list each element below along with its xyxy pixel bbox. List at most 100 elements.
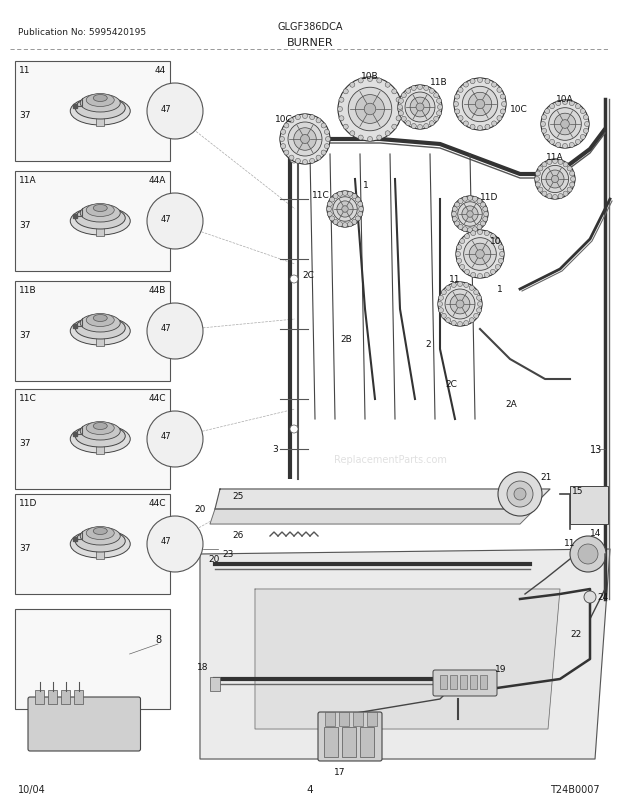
Ellipse shape (161, 110, 189, 124)
Circle shape (401, 117, 406, 122)
Circle shape (333, 197, 357, 222)
Text: 25: 25 (232, 492, 244, 501)
Ellipse shape (161, 345, 189, 354)
Circle shape (377, 136, 382, 141)
Text: 2A: 2A (505, 400, 516, 409)
Circle shape (575, 140, 580, 145)
Text: 17: 17 (334, 768, 346, 776)
Circle shape (392, 90, 397, 95)
Circle shape (562, 144, 567, 149)
Bar (96, 436, 104, 455)
Circle shape (350, 83, 355, 88)
Circle shape (458, 322, 463, 327)
Circle shape (485, 125, 490, 130)
Circle shape (484, 231, 489, 237)
Circle shape (347, 192, 352, 197)
Circle shape (458, 203, 482, 227)
Text: 19: 19 (495, 665, 507, 674)
Bar (450, 675, 457, 689)
Circle shape (477, 308, 482, 314)
Circle shape (502, 103, 507, 107)
Text: T24B0007: T24B0007 (551, 784, 600, 794)
Circle shape (324, 130, 329, 136)
Text: 4: 4 (307, 784, 313, 794)
Text: 11A: 11A (19, 176, 37, 184)
Circle shape (405, 122, 410, 127)
Circle shape (295, 115, 301, 120)
Circle shape (580, 109, 585, 115)
Circle shape (438, 282, 482, 326)
Ellipse shape (80, 314, 120, 333)
Circle shape (468, 93, 492, 116)
Circle shape (342, 206, 348, 213)
Circle shape (459, 265, 465, 270)
Circle shape (458, 225, 463, 230)
Circle shape (301, 136, 309, 144)
Circle shape (333, 221, 338, 225)
Ellipse shape (93, 205, 107, 213)
Text: 10A: 10A (556, 95, 574, 104)
Circle shape (563, 192, 568, 196)
Text: 8: 8 (156, 634, 162, 644)
Text: 44A: 44A (149, 176, 166, 184)
Text: 47: 47 (161, 214, 172, 223)
Circle shape (456, 231, 504, 278)
Text: 47: 47 (161, 432, 172, 441)
Ellipse shape (161, 330, 189, 343)
Text: 37: 37 (19, 221, 30, 230)
Bar (210, 677, 220, 691)
Circle shape (500, 95, 505, 100)
Circle shape (542, 115, 547, 120)
Circle shape (458, 200, 463, 205)
Ellipse shape (80, 205, 120, 223)
Circle shape (327, 192, 363, 228)
Circle shape (385, 132, 390, 136)
Ellipse shape (75, 208, 125, 229)
Circle shape (545, 109, 550, 115)
Circle shape (416, 104, 424, 111)
Bar (339, 712, 349, 726)
Circle shape (463, 122, 468, 127)
Text: 11A: 11A (546, 153, 564, 162)
FancyBboxPatch shape (433, 670, 497, 696)
Circle shape (463, 197, 467, 202)
Circle shape (147, 84, 203, 140)
Text: 2B: 2B (340, 335, 352, 344)
Circle shape (551, 176, 559, 184)
Circle shape (339, 116, 344, 122)
Circle shape (498, 472, 542, 516)
Circle shape (309, 115, 314, 120)
Circle shape (441, 314, 446, 319)
Ellipse shape (93, 423, 107, 430)
Circle shape (583, 115, 588, 120)
Text: 37: 37 (19, 331, 30, 340)
Circle shape (399, 111, 404, 116)
Text: 24: 24 (597, 593, 608, 602)
Polygon shape (255, 589, 560, 729)
Circle shape (563, 163, 568, 168)
Circle shape (348, 88, 392, 132)
Circle shape (280, 115, 330, 164)
Text: 11C: 11C (19, 394, 37, 403)
Ellipse shape (161, 437, 189, 452)
Ellipse shape (161, 220, 189, 233)
Circle shape (321, 124, 326, 129)
Ellipse shape (70, 98, 130, 126)
FancyBboxPatch shape (318, 712, 382, 761)
Circle shape (549, 140, 554, 145)
Circle shape (456, 245, 461, 250)
Circle shape (467, 212, 473, 218)
Circle shape (333, 194, 338, 200)
Circle shape (567, 167, 572, 172)
Circle shape (147, 516, 203, 573)
Circle shape (492, 122, 497, 127)
Bar (570, 486, 608, 525)
Text: 13: 13 (590, 444, 602, 455)
Circle shape (456, 259, 461, 264)
Text: 47: 47 (161, 104, 172, 113)
Circle shape (411, 124, 416, 129)
Text: 47: 47 (161, 537, 172, 546)
Text: 11D: 11D (19, 498, 37, 508)
Ellipse shape (93, 528, 107, 535)
Text: 11: 11 (450, 275, 461, 284)
